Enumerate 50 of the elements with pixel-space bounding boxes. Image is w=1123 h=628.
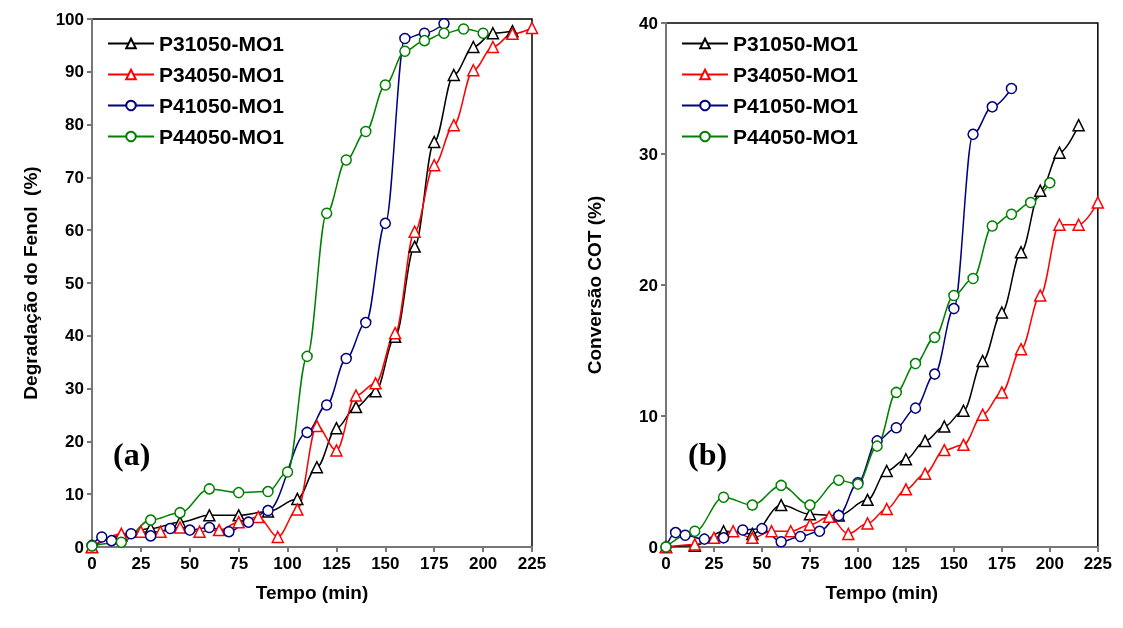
legend-label: P31050-MO1	[159, 32, 285, 55]
y-tick-label: 0	[74, 537, 84, 557]
x-tick-label: 100	[843, 554, 873, 573]
y-tick-label: 20	[639, 275, 658, 295]
legend-label: P44050-MO1	[733, 125, 859, 148]
y-tick-label: 30	[639, 144, 658, 164]
y-tick-label: 0	[648, 537, 658, 557]
x-tick-label: 125	[891, 554, 921, 573]
legend-label: P44050-MO1	[159, 125, 285, 148]
x-tick-label: 0	[661, 554, 671, 573]
x-tick-label: 50	[180, 554, 200, 573]
x-tick-label: 25	[704, 554, 724, 573]
legend-label: P34050-MO1	[733, 63, 859, 86]
legend-label: P41050-MO1	[159, 94, 285, 117]
legend-label: P34050-MO1	[159, 63, 285, 86]
y-tick-label: 10	[65, 484, 84, 504]
x-tick-label: 0	[87, 554, 97, 573]
x-tick-label: 150	[939, 554, 969, 573]
x-tick-label: 50	[752, 554, 772, 573]
y-axis-title: Degradação do Fenol (%)	[20, 166, 41, 400]
x-tick-label: 225	[517, 554, 547, 573]
y-tick-label: 60	[65, 220, 84, 240]
legend-label: P41050-MO1	[733, 94, 859, 117]
y-tick-label: 80	[65, 115, 84, 135]
legend-label: P31050-MO1	[733, 32, 859, 55]
x-tick-label: 75	[229, 554, 249, 573]
x-tick-label: 175	[987, 554, 1017, 573]
x-tick-label: 150	[371, 554, 400, 573]
x-tick-label: 125	[322, 554, 351, 573]
y-axis-title: Conversão COT (%)	[584, 195, 605, 375]
y-tick-label: 20	[65, 431, 84, 451]
x-axis-title: Tempo (min)	[825, 582, 939, 603]
x-tick-label: 200	[468, 554, 498, 573]
annotation: (b)	[688, 436, 728, 472]
x-tick-label: 75	[800, 554, 820, 573]
annotation: (a)	[113, 436, 151, 472]
x-axis-title: Tempo (min)	[255, 582, 369, 603]
y-tick-label: 30	[65, 379, 84, 399]
x-tick-label: 100	[273, 554, 302, 573]
y-tick-label: 100	[55, 9, 84, 29]
x-tick-label: 200	[1035, 554, 1065, 573]
y-tick-label: 50	[65, 273, 84, 293]
y-tick-label: 40	[65, 326, 84, 346]
y-tick-label: 40	[639, 13, 658, 33]
x-tick-label: 25	[131, 554, 151, 573]
y-tick-label: 10	[639, 406, 658, 426]
y-tick-label: 90	[65, 62, 84, 82]
x-tick-label: 175	[420, 554, 449, 573]
y-tick-label: 70	[65, 167, 84, 187]
x-tick-label: 225	[1083, 554, 1113, 573]
